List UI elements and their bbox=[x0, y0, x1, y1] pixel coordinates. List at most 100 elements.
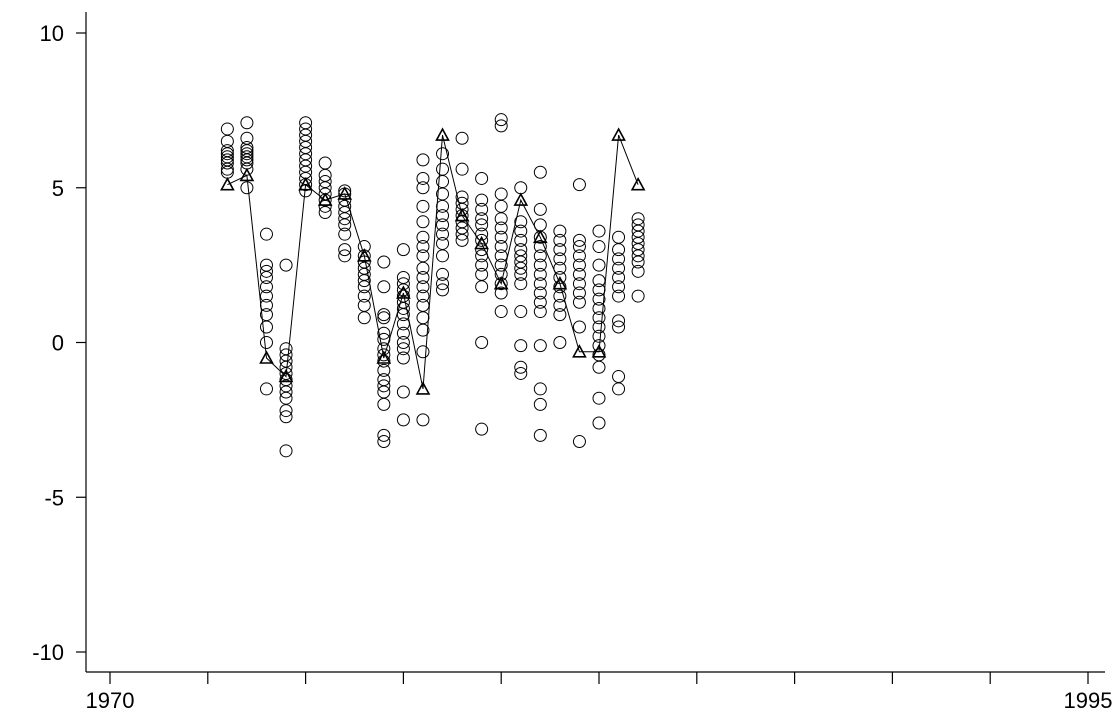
data-point bbox=[436, 236, 450, 250]
data-point bbox=[494, 221, 508, 235]
data-point bbox=[259, 227, 273, 241]
triangle-point bbox=[532, 229, 548, 244]
data-point bbox=[475, 336, 489, 349]
data-point bbox=[475, 171, 489, 185]
data-point bbox=[396, 277, 410, 291]
data-point bbox=[396, 243, 410, 257]
triangle-point bbox=[278, 368, 294, 383]
data-point bbox=[220, 144, 234, 158]
data-point bbox=[592, 311, 606, 325]
data-point bbox=[279, 410, 293, 424]
data-point bbox=[572, 258, 586, 272]
y-tick-label: 0 bbox=[52, 331, 64, 356]
data-point bbox=[612, 280, 626, 294]
data-point bbox=[494, 258, 508, 272]
data-point bbox=[416, 230, 430, 244]
data-point bbox=[514, 181, 528, 195]
triangle-point bbox=[298, 177, 313, 191]
data-point bbox=[494, 199, 508, 213]
data-point bbox=[318, 175, 332, 189]
data-point bbox=[357, 311, 371, 325]
data-point bbox=[514, 249, 528, 263]
x-tick-label: 1970 bbox=[86, 688, 135, 713]
data-point bbox=[572, 178, 586, 192]
data-point bbox=[612, 370, 626, 384]
data-point bbox=[612, 320, 626, 334]
data-point bbox=[299, 116, 313, 130]
data-point bbox=[572, 267, 586, 281]
data-point bbox=[436, 283, 450, 297]
data-point bbox=[631, 218, 645, 232]
data-point bbox=[416, 153, 430, 167]
data-point bbox=[436, 277, 450, 291]
axes: -10 -5 0 5 10 1970 1995 bbox=[32, 12, 1112, 713]
triangle-point bbox=[376, 350, 392, 364]
data-point bbox=[494, 286, 508, 300]
triangle-point bbox=[337, 186, 353, 200]
data-point bbox=[592, 416, 606, 430]
data-point bbox=[357, 240, 371, 254]
data-point bbox=[553, 336, 567, 349]
data-point bbox=[533, 382, 547, 396]
triangle-point bbox=[513, 192, 529, 206]
data-point bbox=[612, 271, 626, 285]
data-point bbox=[494, 212, 508, 226]
data-point bbox=[299, 122, 313, 136]
data-point bbox=[514, 277, 528, 291]
data-point bbox=[533, 397, 547, 411]
data-point bbox=[455, 162, 469, 176]
data-point bbox=[631, 264, 645, 278]
data-point bbox=[455, 190, 469, 204]
data-point bbox=[514, 360, 528, 374]
data-point bbox=[494, 187, 508, 201]
data-point bbox=[592, 274, 606, 288]
data-point bbox=[612, 382, 626, 396]
data-point bbox=[592, 301, 606, 315]
data-point bbox=[416, 240, 430, 254]
data-point bbox=[416, 261, 430, 275]
y-tick-label: 10 bbox=[40, 21, 64, 46]
data-point bbox=[514, 243, 528, 257]
data-point bbox=[396, 326, 410, 340]
data-point bbox=[612, 243, 626, 257]
data-point bbox=[572, 249, 586, 263]
data-point bbox=[533, 305, 547, 319]
data-point bbox=[357, 298, 371, 312]
data-point bbox=[592, 292, 606, 306]
data-point bbox=[592, 283, 606, 297]
data-point bbox=[377, 379, 391, 393]
data-point bbox=[338, 227, 352, 241]
data-point bbox=[612, 261, 626, 275]
data-point bbox=[533, 428, 547, 442]
data-point bbox=[475, 267, 489, 281]
y-tick-label: -10 bbox=[32, 640, 64, 665]
data-point bbox=[259, 264, 273, 278]
data-point bbox=[396, 385, 410, 399]
data-point bbox=[475, 193, 489, 207]
data-point bbox=[396, 342, 410, 356]
data-point bbox=[436, 162, 450, 176]
data-point bbox=[514, 233, 528, 247]
data-point bbox=[357, 289, 371, 303]
data-point bbox=[553, 261, 567, 275]
data-point bbox=[572, 286, 586, 300]
data-point bbox=[475, 218, 489, 232]
data-point bbox=[377, 435, 391, 449]
data-point bbox=[416, 215, 430, 229]
data-point bbox=[553, 280, 567, 294]
data-point bbox=[514, 215, 528, 229]
data-point bbox=[377, 348, 391, 362]
data-point bbox=[259, 308, 273, 322]
triangle-point bbox=[454, 207, 470, 222]
data-point bbox=[553, 252, 567, 266]
triangle-point bbox=[396, 285, 411, 299]
data-point bbox=[612, 230, 626, 244]
data-point bbox=[416, 280, 430, 294]
triangle-point bbox=[317, 192, 333, 206]
data-point bbox=[494, 119, 508, 133]
data-point bbox=[553, 224, 567, 238]
data-point bbox=[240, 131, 254, 145]
data-point bbox=[240, 147, 254, 161]
data-point bbox=[220, 165, 234, 179]
